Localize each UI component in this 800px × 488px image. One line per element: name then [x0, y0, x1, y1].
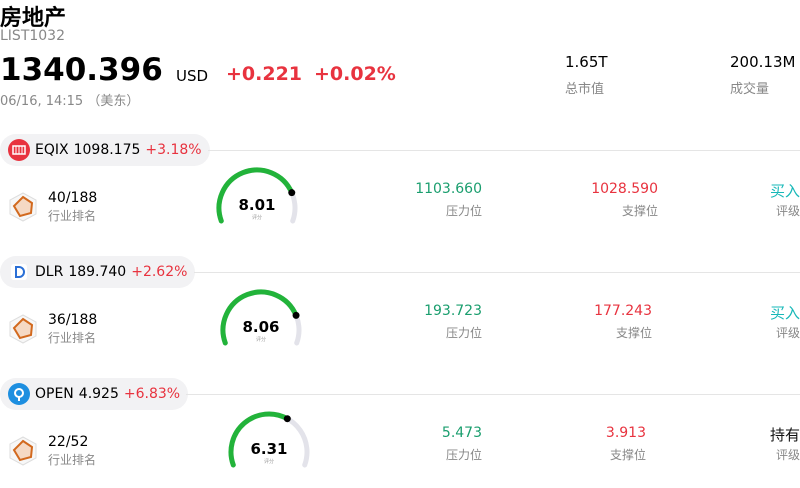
support: 177.243	[594, 303, 652, 319]
rating: 买入	[769, 182, 800, 200]
stock-pill[interactable]: EQIX 1098.175 +3.18%	[0, 134, 210, 166]
separator	[186, 394, 800, 395]
stock-price: 4.925	[78, 386, 119, 402]
resistance: 193.723	[424, 303, 482, 319]
ticker: EQIX	[35, 142, 69, 158]
gauge-fill	[228, 411, 290, 468]
gauge-dot	[283, 415, 291, 423]
support-label: 支撑位	[609, 448, 646, 462]
time: 06/16, 14:15 （美东）	[0, 94, 140, 109]
score-gauge	[228, 411, 310, 468]
rating-label: 评级	[775, 448, 800, 462]
rating: 持有	[769, 426, 800, 444]
resistance-label: 压力位	[445, 326, 482, 340]
stat-value: 1.65T	[565, 53, 608, 71]
sector-code: LIST1032	[0, 28, 65, 44]
score-label: 评分	[251, 215, 262, 221]
score: 8.01	[238, 196, 276, 214]
rank: 36/188	[48, 312, 98, 328]
ticker: OPEN	[35, 386, 74, 402]
rating-label: 评级	[775, 204, 800, 218]
score-gauge	[216, 167, 298, 224]
stock-logo	[8, 139, 30, 161]
score-label: 评分	[255, 337, 266, 343]
rating: 买入	[769, 304, 800, 322]
rank-label: 行业排名	[48, 453, 97, 467]
stat-label: 总市值	[565, 82, 605, 97]
resistance-label: 压力位	[445, 448, 482, 462]
score-gauge	[220, 289, 302, 346]
separator	[208, 150, 800, 151]
rank-icon	[9, 192, 37, 222]
support-label: 支撑位	[621, 204, 658, 218]
rank-label: 行业排名	[48, 331, 97, 345]
support-label: 支撑位	[615, 326, 652, 340]
stock-price: 1098.175	[73, 142, 141, 158]
stock-change: +3.18%	[145, 142, 202, 158]
rating-label: 评级	[775, 326, 800, 340]
stock-pill[interactable]: OPEN 4.925 +6.83%	[0, 378, 189, 410]
support: 1028.590	[591, 181, 658, 197]
gauge-dot	[288, 189, 296, 197]
change-pct: +0.02%	[314, 63, 396, 85]
score: 6.31	[250, 440, 288, 458]
rank: 22/52	[48, 434, 89, 450]
change: +0.221	[226, 63, 303, 85]
gauge-fill	[220, 289, 299, 346]
gauge-fill	[216, 167, 295, 224]
support: 3.913	[605, 425, 646, 441]
resistance: 1103.660	[415, 181, 482, 197]
resistance: 5.473	[441, 425, 482, 441]
stock-change: +2.62%	[131, 264, 188, 280]
separator	[194, 272, 800, 273]
score: 8.06	[242, 318, 280, 336]
rank-icon	[9, 436, 37, 466]
score-label: 评分	[263, 459, 274, 465]
ticker: DLR	[35, 264, 64, 280]
resistance-label: 压力位	[445, 204, 482, 218]
stock-price: 189.740	[68, 264, 127, 280]
rank-icon	[9, 314, 37, 344]
stock-logo	[11, 264, 27, 280]
gauge-dot	[292, 311, 300, 319]
stock-pill[interactable]: DLR 189.740 +2.62%	[0, 256, 196, 288]
price: 1340.396	[0, 52, 163, 88]
rank-label: 行业排名	[48, 209, 97, 223]
stock-logo	[8, 383, 30, 405]
stat-value: 200.13M	[730, 53, 796, 71]
sector-title: 房地产	[0, 6, 67, 31]
stat-label: 成交量	[730, 82, 770, 97]
currency: USD	[176, 67, 209, 85]
stock-change: +6.83%	[123, 386, 181, 402]
rank: 40/188	[48, 190, 98, 206]
